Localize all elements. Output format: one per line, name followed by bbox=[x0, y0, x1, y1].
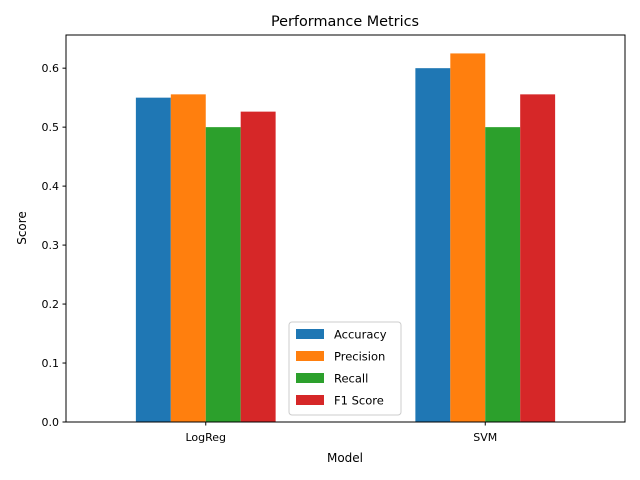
plot-area-frame bbox=[65, 34, 626, 423]
legend: Accuracy Precision Recall F1 Score bbox=[288, 321, 402, 416]
y-tick-label: 0.4 bbox=[42, 180, 60, 193]
y-tick-label: 0.3 bbox=[42, 239, 60, 252]
y-axis: 0.0 0.1 0.2 0.3 0.4 0.5 0.6 bbox=[42, 62, 66, 429]
y-tick-label: 0.6 bbox=[42, 62, 60, 75]
bar-recall-logreg bbox=[205, 127, 241, 423]
bar-f1-score-svm bbox=[520, 94, 556, 423]
legend-swatch-accuracy bbox=[296, 329, 324, 339]
bars-group bbox=[135, 53, 556, 423]
legend-label-f1-score: F1 Score bbox=[334, 394, 384, 408]
y-tick-label: 0.0 bbox=[42, 416, 60, 429]
bar-accuracy-svm bbox=[415, 68, 451, 423]
y-tick-label: 0.1 bbox=[42, 357, 60, 370]
x-tick-label: LogReg bbox=[185, 431, 226, 444]
x-axis-label: Model bbox=[327, 451, 363, 465]
y-axis-label: Score bbox=[15, 211, 29, 245]
chart-title: Performance Metrics bbox=[271, 14, 419, 30]
x-tick-label: SVM bbox=[473, 431, 497, 444]
legend-label-recall: Recall bbox=[334, 372, 368, 386]
legend-frame bbox=[288, 321, 402, 416]
legend-swatch-precision bbox=[296, 351, 324, 361]
y-tick-label: 0.5 bbox=[42, 121, 60, 134]
legend-swatch-recall bbox=[296, 373, 324, 383]
bar-precision-svm bbox=[450, 53, 486, 423]
legend-label-precision: Precision bbox=[334, 350, 385, 364]
bar-f1-score-logreg bbox=[240, 111, 276, 423]
x-axis: LogReg SVM bbox=[185, 422, 497, 444]
bar-accuracy-logreg bbox=[135, 97, 171, 423]
legend-label-accuracy: Accuracy bbox=[334, 328, 387, 342]
legend-swatch-f1-score bbox=[296, 395, 324, 405]
y-tick-label: 0.2 bbox=[42, 298, 60, 311]
bar-precision-logreg bbox=[170, 94, 206, 423]
bar-recall-svm bbox=[485, 127, 521, 423]
